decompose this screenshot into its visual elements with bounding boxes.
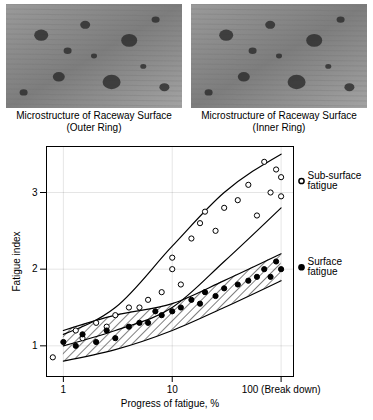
svg-text:1: 1 [32,340,38,351]
html-text:Microstructure of Raceway Surf: Microstructure of Raceway Surface [16,110,172,121]
svg-text:Progress of fatigue, %: Progress of fatigue, % [121,398,219,409]
svg-text:Sub-surfacefatigue: Sub-surfacefatigue [308,170,362,191]
svg-text:1: 1 [61,384,67,395]
svg-text:2: 2 [32,263,38,274]
svg-text:100 (Break down): 100 (Break down) [242,384,321,395]
svg-text:Fatigue index: Fatigue index [11,231,22,291]
svg-text:Surfacefatigue: Surfacefatigue [308,256,343,277]
svg-text:3: 3 [32,187,38,198]
svg-text:10: 10 [167,384,179,395]
html-text:Microstructure of Raceway Surf: Microstructure of Raceway Surface [201,110,357,121]
html-text:(Inner Ring): (Inner Ring) [252,122,306,133]
html-text:(Outer Ring): (Outer Ring) [66,122,122,133]
